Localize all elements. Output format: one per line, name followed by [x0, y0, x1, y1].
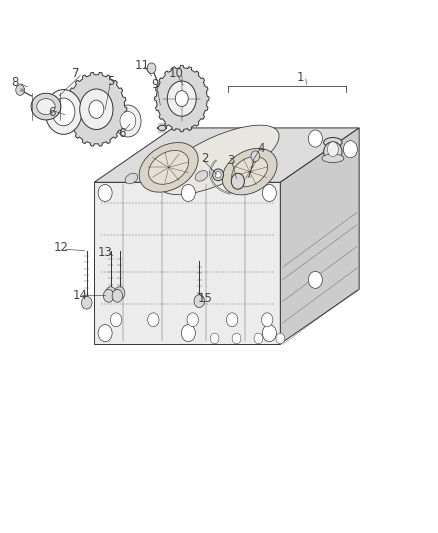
Text: 2: 2 — [201, 152, 209, 165]
Circle shape — [16, 85, 25, 95]
Circle shape — [147, 63, 156, 74]
Ellipse shape — [327, 142, 338, 157]
Ellipse shape — [213, 169, 223, 181]
Text: 6: 6 — [118, 127, 126, 140]
Circle shape — [89, 100, 104, 118]
Circle shape — [148, 313, 159, 327]
Ellipse shape — [324, 142, 342, 162]
Ellipse shape — [159, 125, 279, 195]
Text: 6: 6 — [48, 107, 56, 119]
Ellipse shape — [232, 157, 268, 187]
Ellipse shape — [222, 148, 277, 195]
Circle shape — [114, 287, 125, 300]
Ellipse shape — [324, 138, 342, 147]
Circle shape — [110, 313, 122, 327]
Circle shape — [231, 173, 244, 189]
Polygon shape — [94, 128, 359, 182]
Circle shape — [308, 130, 322, 147]
Circle shape — [261, 313, 273, 327]
Text: 5: 5 — [107, 75, 114, 87]
Circle shape — [80, 89, 113, 130]
Ellipse shape — [158, 125, 166, 131]
Text: 10: 10 — [169, 67, 184, 80]
Polygon shape — [280, 128, 359, 344]
Ellipse shape — [148, 150, 189, 184]
Ellipse shape — [139, 142, 198, 192]
Circle shape — [194, 295, 205, 308]
Text: 8: 8 — [12, 76, 19, 89]
Circle shape — [232, 333, 241, 344]
Ellipse shape — [160, 171, 173, 181]
Text: 1: 1 — [296, 71, 304, 84]
Circle shape — [210, 333, 219, 344]
Text: 11: 11 — [135, 59, 150, 71]
Circle shape — [45, 90, 82, 134]
Ellipse shape — [195, 171, 208, 181]
Ellipse shape — [31, 93, 61, 120]
Circle shape — [226, 313, 238, 327]
Ellipse shape — [37, 99, 55, 115]
Circle shape — [254, 333, 263, 344]
Text: 13: 13 — [98, 246, 113, 259]
Polygon shape — [155, 66, 209, 132]
Circle shape — [308, 271, 322, 288]
Circle shape — [103, 289, 114, 302]
Ellipse shape — [215, 172, 221, 178]
Text: 12: 12 — [54, 241, 69, 254]
Circle shape — [120, 111, 136, 131]
Circle shape — [181, 325, 195, 342]
Polygon shape — [66, 72, 127, 146]
Circle shape — [52, 98, 75, 126]
Circle shape — [98, 184, 112, 201]
Text: 4: 4 — [257, 142, 265, 155]
Circle shape — [112, 289, 123, 302]
Circle shape — [262, 184, 276, 201]
Circle shape — [115, 105, 141, 137]
Text: 9: 9 — [152, 78, 159, 91]
Circle shape — [262, 325, 276, 342]
Circle shape — [167, 81, 196, 116]
Ellipse shape — [239, 174, 251, 185]
Circle shape — [175, 91, 188, 107]
Text: 14: 14 — [72, 289, 87, 302]
Polygon shape — [94, 182, 280, 344]
Ellipse shape — [125, 173, 138, 184]
Circle shape — [81, 296, 92, 309]
Text: 15: 15 — [198, 292, 212, 305]
Circle shape — [276, 333, 285, 344]
Circle shape — [187, 313, 198, 327]
Circle shape — [181, 184, 195, 201]
Circle shape — [106, 287, 116, 300]
Circle shape — [98, 325, 112, 342]
Text: 3: 3 — [227, 155, 234, 167]
Circle shape — [343, 141, 357, 158]
Ellipse shape — [322, 154, 344, 163]
Text: 7: 7 — [71, 67, 79, 80]
Circle shape — [251, 151, 260, 161]
